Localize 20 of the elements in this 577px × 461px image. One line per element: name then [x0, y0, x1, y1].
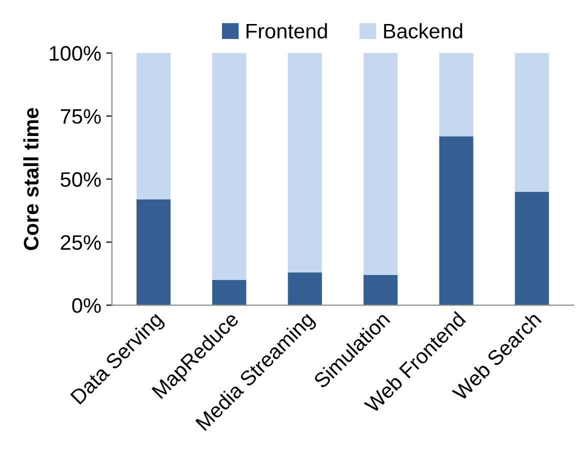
bar: [288, 272, 322, 306]
bar: [136, 53, 171, 200]
bar: [212, 53, 246, 280]
bar: [212, 280, 246, 306]
y-axis-title: Core stall time: [23, 108, 39, 250]
y-tick-label: 75%: [60, 109, 101, 124]
bar: [439, 53, 474, 136]
legend-label: Backend: [384, 23, 462, 38]
bar: [514, 192, 549, 306]
bar: [514, 53, 549, 192]
y-tick-label: 25%: [60, 235, 101, 250]
legend-label: Frontend: [246, 23, 327, 38]
bar: [136, 199, 171, 306]
y-tick-label: 100%: [50, 46, 101, 61]
bar: [288, 53, 322, 272]
bar: [364, 53, 398, 275]
y-tick-label: 0%: [72, 298, 101, 313]
bar: [364, 274, 398, 306]
y-tick-label: 50%: [60, 172, 101, 187]
bar: [439, 136, 474, 306]
